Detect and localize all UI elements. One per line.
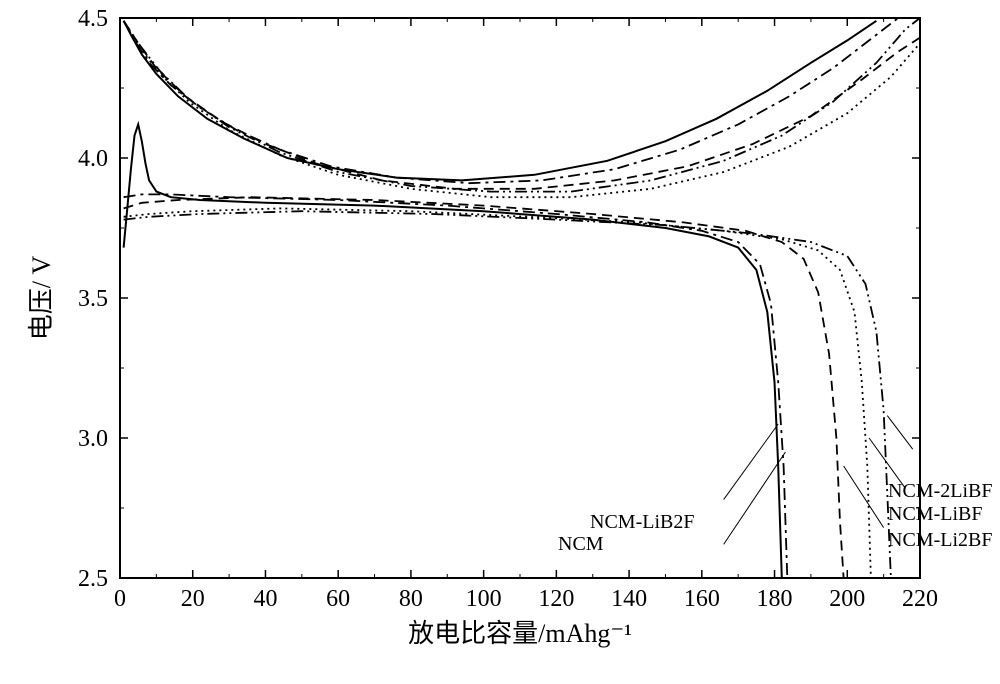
- x-tick-label: 80: [399, 586, 423, 612]
- series-LiBF_discharge: [124, 208, 871, 578]
- series-label: NCM-LiB2F: [590, 511, 694, 533]
- x-tick-label: 20: [181, 586, 205, 612]
- x-tick-label: 0: [114, 586, 126, 612]
- callout-line: [724, 452, 786, 544]
- series-Li2BF_charge: [124, 21, 920, 189]
- x-tick-label: 200: [829, 586, 865, 612]
- series-label: NCM-LiBF: [888, 503, 982, 525]
- y-tick-label: 4.0: [78, 146, 108, 172]
- y-axis-title: 电压/ V: [27, 256, 56, 341]
- y-tick-label: 2.5: [78, 566, 108, 592]
- x-tick-label: 180: [757, 586, 793, 612]
- x-tick-label: 140: [611, 586, 647, 612]
- callout-line: [724, 424, 779, 500]
- series-NCM_discharge: [124, 124, 782, 578]
- x-tick-label: 220: [902, 586, 938, 612]
- series-2LiBF_charge: [124, 18, 920, 192]
- x-tick-label: 120: [538, 586, 574, 612]
- x-tick-label: 40: [253, 586, 277, 612]
- chart-svg: 0 20 40 60 80 100 120 140 160 180 200 220 2.5 3.0 3.5 4…: [0, 0, 1000, 684]
- x-tick-label: 60: [326, 586, 350, 612]
- y-tick-label: 3.5: [78, 286, 108, 312]
- series-label: NCM-2LiBF: [888, 480, 992, 502]
- x-tick-label: 160: [684, 586, 720, 612]
- series-LiBF_charge: [124, 21, 920, 197]
- y-tick-label: 3.0: [78, 426, 108, 452]
- callout-line: [844, 466, 884, 528]
- x-axis-title: 放电比容量/mAhg⁻¹: [408, 619, 632, 648]
- series-NCM_charge: [124, 21, 877, 181]
- series-Li2BF_discharge: [124, 197, 844, 578]
- chart-container: 0 20 40 60 80 100 120 140 160 180 200 220 2.5 3.0 3.5 4…: [0, 0, 1000, 684]
- series-label: NCM-Li2BF: [888, 529, 992, 551]
- series-LiB2F_charge: [124, 18, 899, 183]
- x-tick-label: 100: [466, 586, 502, 612]
- series-label: NCM: [558, 533, 604, 555]
- callout-line: [887, 416, 912, 450]
- y-tick-label: 4.5: [78, 6, 108, 32]
